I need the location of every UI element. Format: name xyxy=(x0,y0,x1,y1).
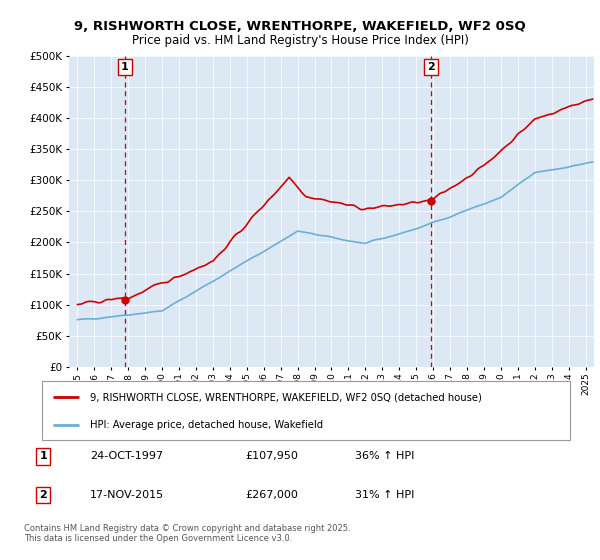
Text: HPI: Average price, detached house, Wakefield: HPI: Average price, detached house, Wake… xyxy=(89,420,323,430)
Text: Price paid vs. HM Land Registry's House Price Index (HPI): Price paid vs. HM Land Registry's House … xyxy=(131,34,469,46)
Text: 9, RISHWORTH CLOSE, WRENTHORPE, WAKEFIELD, WF2 0SQ: 9, RISHWORTH CLOSE, WRENTHORPE, WAKEFIEL… xyxy=(74,20,526,32)
Text: 9, RISHWORTH CLOSE, WRENTHORPE, WAKEFIELD, WF2 0SQ (detached house): 9, RISHWORTH CLOSE, WRENTHORPE, WAKEFIEL… xyxy=(89,392,481,402)
Text: 2: 2 xyxy=(427,62,435,72)
Text: 17-NOV-2015: 17-NOV-2015 xyxy=(90,490,164,500)
Text: £267,000: £267,000 xyxy=(245,490,298,500)
Text: 31% ↑ HPI: 31% ↑ HPI xyxy=(355,490,415,500)
Text: 36% ↑ HPI: 36% ↑ HPI xyxy=(355,451,415,461)
Text: 1: 1 xyxy=(40,451,47,461)
Text: £107,950: £107,950 xyxy=(245,451,298,461)
Text: 1: 1 xyxy=(121,62,129,72)
Text: 24-OCT-1997: 24-OCT-1997 xyxy=(90,451,163,461)
Text: 2: 2 xyxy=(40,490,47,500)
FancyBboxPatch shape xyxy=(42,381,570,440)
Text: Contains HM Land Registry data © Crown copyright and database right 2025.
This d: Contains HM Land Registry data © Crown c… xyxy=(24,524,350,543)
